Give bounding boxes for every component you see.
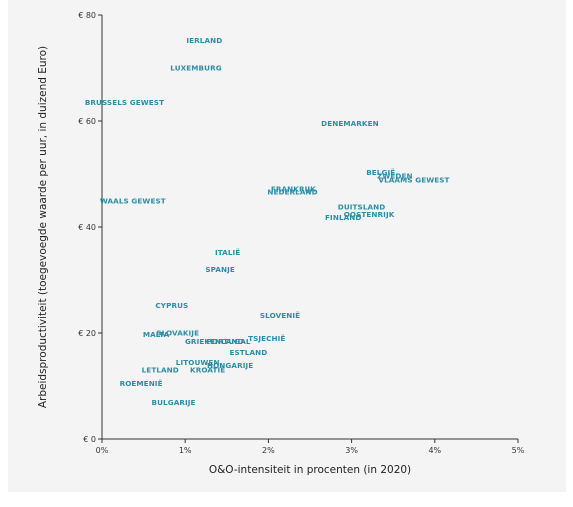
y-tick-label: € 60 [78,117,96,126]
point-label: DUITSLAND [338,202,386,211]
point-label: TSJECHIË [248,334,285,343]
point-label: PORTUGAL [206,337,250,346]
point-label: LETLAND [142,366,179,375]
point-label: MALTA [143,330,170,339]
point-label: SPANJE [205,265,235,274]
point-label: ROEMENIË [120,379,163,388]
point-label: SLOVAKIJE [156,329,199,338]
x-tick-label: 5% [512,446,525,455]
axes: € 0 € 20 € 40 € 60 € 80 0% 1% 2% 3% 4% 5% [78,11,525,455]
point-label: ZWEDEN [377,172,413,181]
point-label: KROATIË [190,366,225,375]
point-label: DENEMARKEN [321,119,379,128]
point-label: FINLAND [325,213,361,222]
point-label: LITOUWEN [176,358,220,367]
point-label: FRANKRIJK [271,184,316,193]
point-label: SLOVENIË [260,311,300,320]
point-label: BELGIË [366,168,395,177]
x-tick-label: 3% [345,446,358,455]
point-label: OOSTENRIJK [344,210,395,219]
x-tick-label: 0% [96,446,109,455]
point-label: LUXEMBURG [170,64,221,73]
point-label: CYPRUS [155,301,188,310]
point-label: ITALIË [215,248,240,257]
y-tick-label: € 40 [78,223,96,232]
point-label: ESTLAND [230,348,268,357]
y-tick-label: € 0 [83,435,96,444]
point-label: BULGARIJE [152,398,196,407]
point-label: HONGARIJE [207,361,253,370]
point-label: NEDERLAND [267,188,317,197]
point-label: IERLAND [186,36,222,45]
x-tick-label: 1% [179,446,192,455]
point-label: WAALS GEWEST [100,197,166,206]
point-labels: IERLAND LUXEMBURG BRUSSELS GEWEST DENEMARKE… [85,36,450,407]
y-tick-label: € 80 [78,11,96,20]
x-tick-label: 4% [428,446,441,455]
point-label: GRIEKENLAND [185,337,244,346]
chart-panel [8,0,566,492]
point-label: VLAAMS GEWEST [378,175,449,184]
point-label: BRUSSELS GEWEST [85,98,164,107]
x-axis-title: O&O-intensiteit in procenten (in 2020) [209,464,411,476]
y-axis-title: Arbeidsproductiviteit (toegevoegde waard… [37,46,49,408]
x-tick-label: 2% [262,446,275,455]
y-tick-label: € 20 [78,329,96,338]
